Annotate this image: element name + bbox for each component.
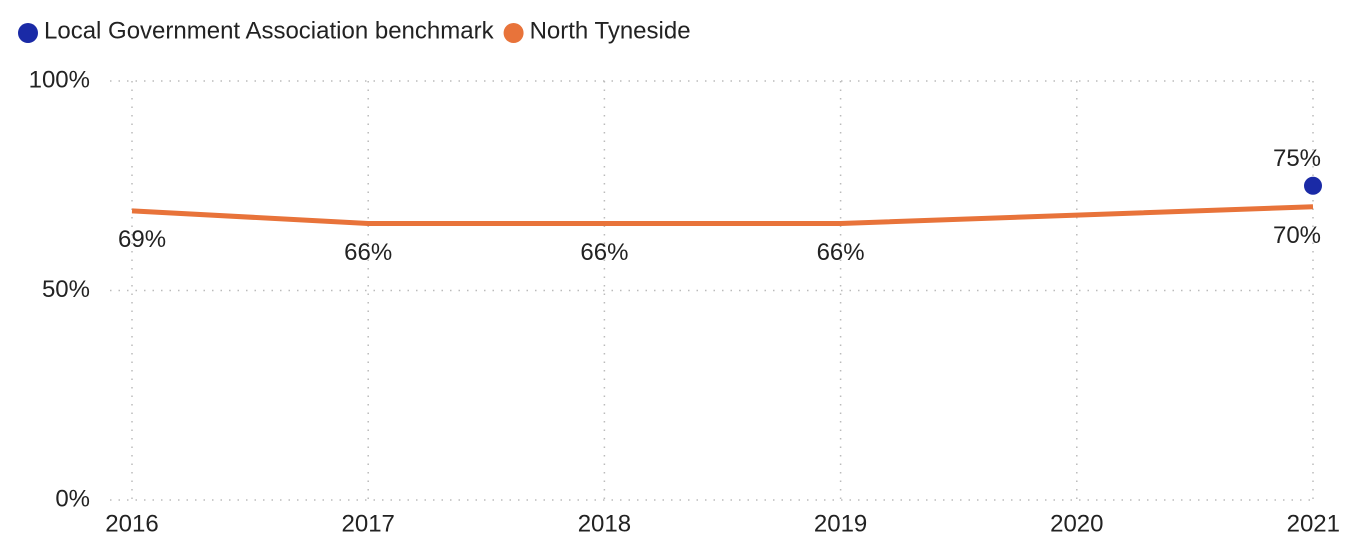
x-tick-label: 2020 — [1050, 510, 1103, 537]
x-tick-label: 2017 — [342, 510, 395, 537]
y-tick-label: 0% — [55, 485, 90, 512]
x-tick-label: 2019 — [814, 510, 867, 537]
y-tick-label: 50% — [42, 276, 90, 303]
x-tick-label: 2018 — [578, 510, 631, 537]
legend-marker — [503, 23, 524, 43]
marker — [1304, 176, 1322, 195]
data-label: 69% — [118, 226, 166, 253]
legend-label: Local Government Association benchmark — [44, 17, 495, 44]
line — [131, 204, 1314, 226]
data-label: 66% — [344, 239, 392, 266]
legend-label: North Tyneside — [530, 17, 691, 44]
x-tick-label: 2021 — [1287, 510, 1340, 537]
y-tick-label: 100% — [29, 66, 90, 93]
x-tick-label: 2016 — [105, 510, 158, 537]
data-label: 70% — [1273, 222, 1321, 249]
data-label: 75% — [1273, 145, 1321, 172]
data-label: 66% — [580, 239, 628, 266]
data-label: 66% — [817, 239, 865, 266]
legend-marker — [18, 23, 38, 43]
